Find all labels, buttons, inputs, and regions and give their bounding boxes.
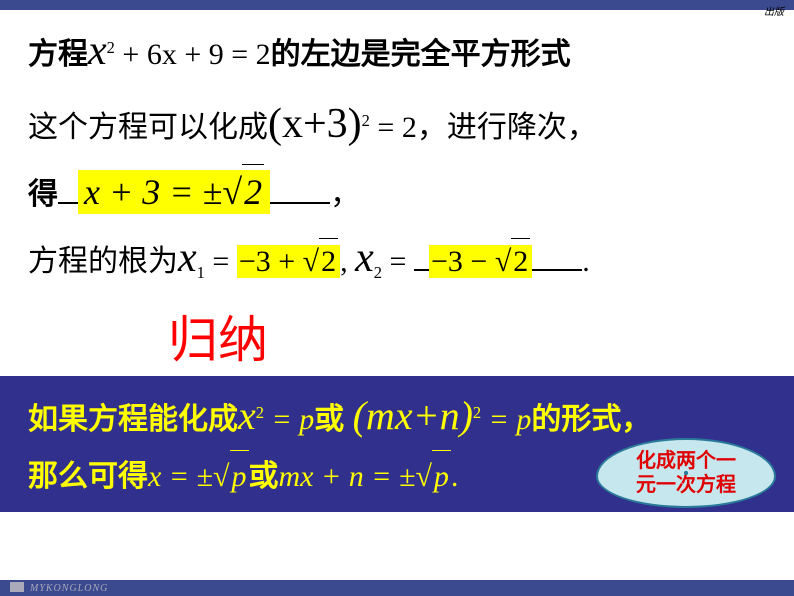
x2-eq: = [382,245,414,278]
eq3-hl: x + 3 = ±√2 [78,170,270,214]
underline-x2r [532,241,582,271]
eq2-paren: (x+3) [268,101,362,147]
var-x: x [88,28,107,74]
x2-var: x [355,235,374,281]
bl2-eq1: x = ± [148,460,213,493]
bl2-or: 或 [249,460,279,493]
eq3-rad: 2 [242,164,264,219]
dot4: . [582,245,590,278]
bl2-dot: . [451,460,459,493]
x1-val: −3 + [239,245,303,278]
heading-guina: 归纳 [168,300,788,372]
eq1-rest: + 6x + 9 = 2 [115,38,271,71]
text-fangcheng: 方程 [28,38,88,71]
text-de: 得 [28,178,58,211]
underline-l [58,174,78,204]
underline-r [270,174,330,204]
line-3: 得 x + 3 = ±√2 ， [28,164,788,219]
top-logo: 出版 [764,3,784,18]
slide-content: 方程x2 + 6x + 9 = 2的左边是完全平方形式 这个方程可以化成(x+3… [28,20,788,512]
x2-val: −3 − [431,245,495,278]
bl1-paren: (mx+n) [353,393,473,438]
x2-rad: 2 [511,238,530,284]
bl1-exp2: 2 [473,403,481,422]
footer-text: MYKONGLONG [30,583,108,594]
footer-bar [0,580,794,596]
bl2-rad2: p [432,450,451,502]
eq2-exp: 2 [362,111,370,130]
bl2-rad1: p [230,450,249,502]
line-2: 这个方程可以化成(x+3)2 = 2，进行降次， [28,93,788,156]
line-4: 方程的根为x1 = −3 + √2, x2 = −3 − √2. [28,227,788,290]
x1-val-hl: −3 + √2 [237,245,340,278]
bl2-a: 那么可得 [28,460,148,493]
x2-val-hl: −3 − √2 [429,245,532,278]
underline-x2l [414,241,429,271]
x1-rad: 2 [319,238,338,284]
bl1-eq1r: = p [264,403,314,436]
eq2-rhs: = 2 [370,111,417,144]
text-line2a: 这个方程可以化成 [28,111,268,144]
eq3-text: x + 3 = ± [84,172,222,212]
x2-sub: 2 [374,263,382,282]
exp-2: 2 [107,38,115,57]
bl1-eq2r: = p [481,403,531,436]
x1-sub: 1 [197,263,205,282]
bl1-x: x [238,393,256,438]
midcomma: , [340,245,355,278]
bl2-eq2: mx + n = ± [279,460,416,493]
text-line4: 方程的根为 [28,245,178,278]
text-line2b: ，进行降次， [417,111,597,144]
line-1: 方程x2 + 6x + 9 = 2的左边是完全平方形式 [28,20,788,83]
cloud-text-1: 化成两个一 [636,449,736,473]
cloud-text-2: 元一次方程 [636,473,736,497]
bl1-or: 或 [314,403,352,436]
text-suffix1: 的左边是完全平方形式 [271,38,571,71]
bl1-suffix: 的形式， [531,403,651,436]
x1-eq: = [205,245,237,278]
x1-var: x [178,235,197,281]
summary-box: 如果方程能化成x2 = p或 (mx+n)2 = p的形式， 那么可得x = ±… [0,376,794,512]
bl1-exp1: 2 [256,403,264,422]
comma3: ， [330,178,360,211]
cloud-callout: 化成两个一 元一次方程 [596,438,776,508]
bl1-a: 如果方程能化成 [28,403,238,436]
footer-icon [10,582,24,592]
top-border [0,0,794,10]
